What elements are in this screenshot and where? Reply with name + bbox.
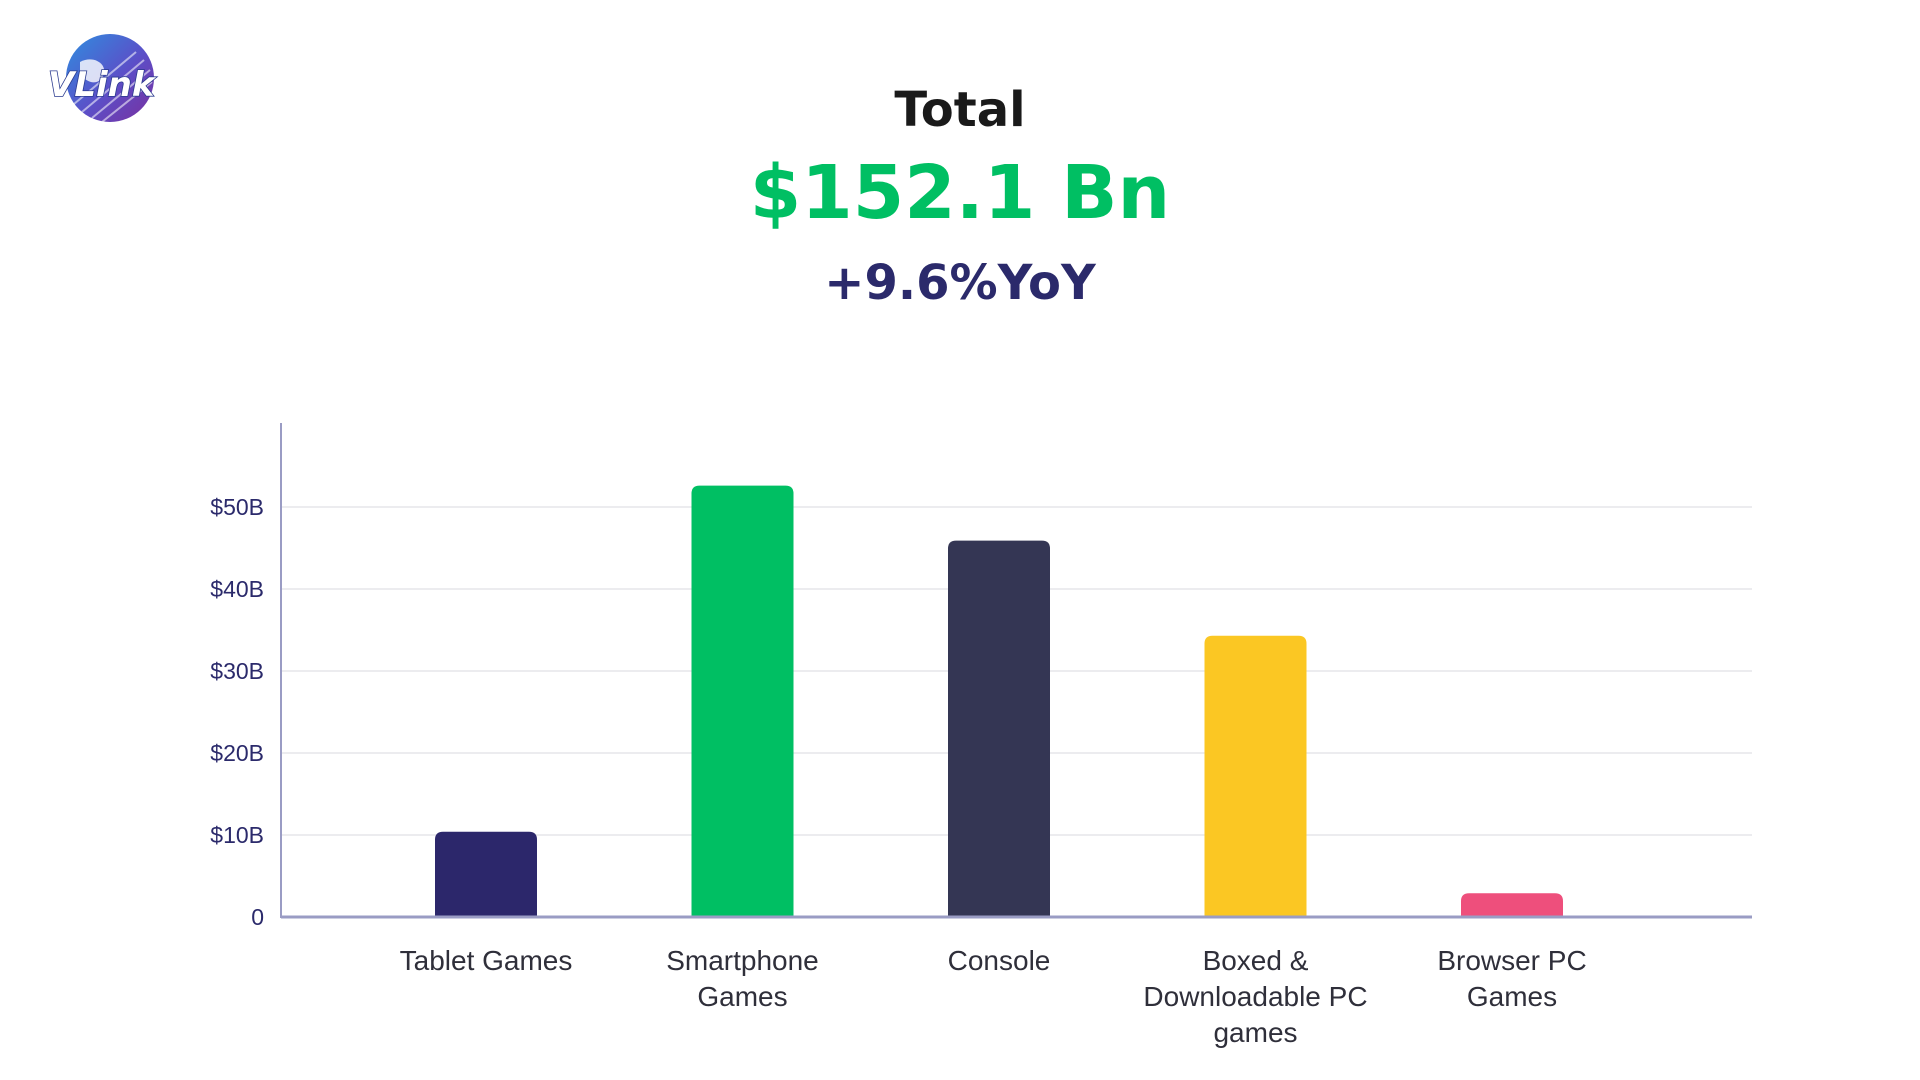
x-tick-label-line: Games (697, 981, 787, 1012)
y-tick-label: $40B (210, 576, 264, 602)
x-tick-label-line: games (1213, 1017, 1297, 1048)
x-tick-label: Console (948, 945, 1051, 976)
bars (435, 485, 1563, 917)
total-value: $152.1 Bn (749, 150, 1171, 236)
x-tick-label: Smartphone Games (666, 945, 819, 1012)
x-tick-label-line: Smartphone (666, 945, 819, 976)
x-tick-label-line: Boxed & (1203, 945, 1309, 976)
x-axis-ticks: Tablet Games Smartphone Games Console Boxed … (400, 945, 1587, 1048)
x-tick-label-line: Downloadable PC (1143, 981, 1367, 1012)
bar-5 (1461, 893, 1563, 917)
y-axis-ticks: 0 $10B $20B $30B $40B $50B (210, 494, 264, 930)
y-tick-label: $50B (210, 494, 264, 520)
x-tick-label: Tablet Games (400, 945, 573, 976)
y-tick-label: 0 (251, 904, 264, 930)
y-tick-label: $30B (210, 658, 264, 684)
bar-2 (691, 485, 794, 917)
bar-1 (435, 831, 537, 917)
bar-4 (1204, 635, 1307, 917)
bar-3 (948, 540, 1050, 917)
vlink-logo: VLink (47, 34, 158, 123)
x-tick-label-line: Tablet Games (400, 945, 573, 976)
y-tick-label: $10B (210, 822, 264, 848)
y-tick-label: $20B (210, 740, 264, 766)
x-tick-label-line: Browser PC (1437, 945, 1586, 976)
axes (280, 423, 1752, 919)
x-tick-label-line: Games (1467, 981, 1557, 1012)
x-tick-label: Browser PC Games (1437, 945, 1586, 1012)
yoy-growth: +9.6%YoY (824, 255, 1096, 311)
x-tick-label: Boxed & Downloadable PC games (1143, 945, 1367, 1048)
total-label: Total (894, 82, 1026, 138)
logo-wordmark: VLink (48, 65, 157, 105)
x-tick-label-line: Console (948, 945, 1051, 976)
